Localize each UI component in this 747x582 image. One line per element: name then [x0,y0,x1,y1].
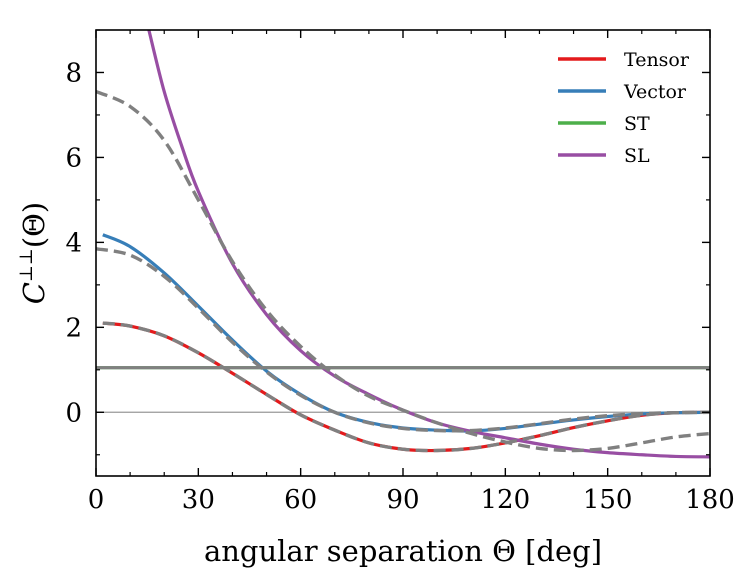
y-tick-label-8: 8 [65,58,82,88]
y-axis-label: C⊥⊥(Θ) [16,202,51,304]
y-tick-label-4: 4 [65,228,82,258]
series-line-tensor-model [102,321,710,453]
x-tick-label-0: 0 [88,485,105,515]
y-axis-label-tail: (Θ) [17,202,51,248]
x-tick-label-180: 180 [685,485,735,515]
series-line-sl-model [96,90,710,453]
series-layer [96,30,710,459]
legend-label-tensor: Tensor [624,49,690,71]
y-tick-label-2: 2 [65,313,82,343]
legend: Tensor Vector ST SL [558,49,690,167]
x-tick-label-120: 120 [481,485,531,515]
x-tick-label-150: 150 [583,485,633,515]
y-axis-label-main: C [17,282,51,304]
y-tick-label-0: 0 [65,398,82,428]
svg-text:C⊥⊥(Θ): C⊥⊥(Θ) [16,202,51,304]
x-tick-label-90: 90 [386,485,419,515]
x-axis-label: angular separation Θ [deg] [204,534,602,568]
y-tick-label-6: 6 [65,143,82,173]
series-line-tensor [102,321,710,453]
x-tick-label-30: 30 [182,485,215,515]
legend-label-sl: SL [624,145,650,167]
series-line-vector-model [96,247,710,433]
y-axis-label-superscript: ⊥⊥ [16,248,37,282]
legend-label-vector: Vector [623,81,687,103]
series-line-vector [102,233,710,433]
tick-label-layer: 0 30 60 90 120 150 180 0 2 4 6 8 [65,58,734,515]
legend-label-st: ST [624,113,650,135]
tick-layer [95,29,711,476]
x-tick-label-60: 60 [284,485,317,515]
